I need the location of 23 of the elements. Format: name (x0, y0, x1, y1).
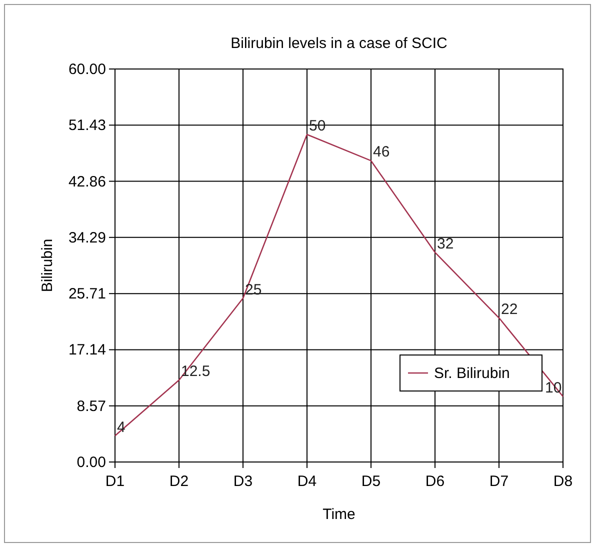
data-label: 32 (437, 235, 454, 252)
x-tick-label: D5 (361, 473, 381, 490)
y-tick-label: 17.14 (68, 342, 106, 359)
x-tick-label: D7 (489, 473, 509, 490)
y-tick-label: 60.00 (68, 61, 106, 78)
x-tick-label: D6 (425, 473, 445, 490)
y-tick-label: 8.57 (76, 398, 106, 415)
x-axis-title: Time (322, 506, 356, 523)
x-tick-label: D1 (105, 473, 125, 490)
x-tick-label: D4 (297, 473, 317, 490)
x-tick-label: D2 (169, 473, 189, 490)
x-tick-label: D3 (233, 473, 253, 490)
legend-label: Sr. Bilirubin (434, 365, 510, 382)
data-label: 22 (501, 300, 518, 318)
chart-title: Bilirubin levels in a case of SCIC (230, 35, 448, 52)
data-label: 46 (373, 144, 390, 161)
y-tick-label: 25.71 (68, 286, 106, 303)
y-tick-label: 34.29 (68, 229, 106, 246)
y-tick-label: 51.43 (68, 117, 106, 134)
x-tick-label: D8 (553, 473, 573, 490)
y-axis-title: Bilirubin (39, 238, 56, 292)
y-tick-label: 0.00 (76, 454, 106, 471)
y-tick-label: 42.86 (68, 173, 106, 190)
